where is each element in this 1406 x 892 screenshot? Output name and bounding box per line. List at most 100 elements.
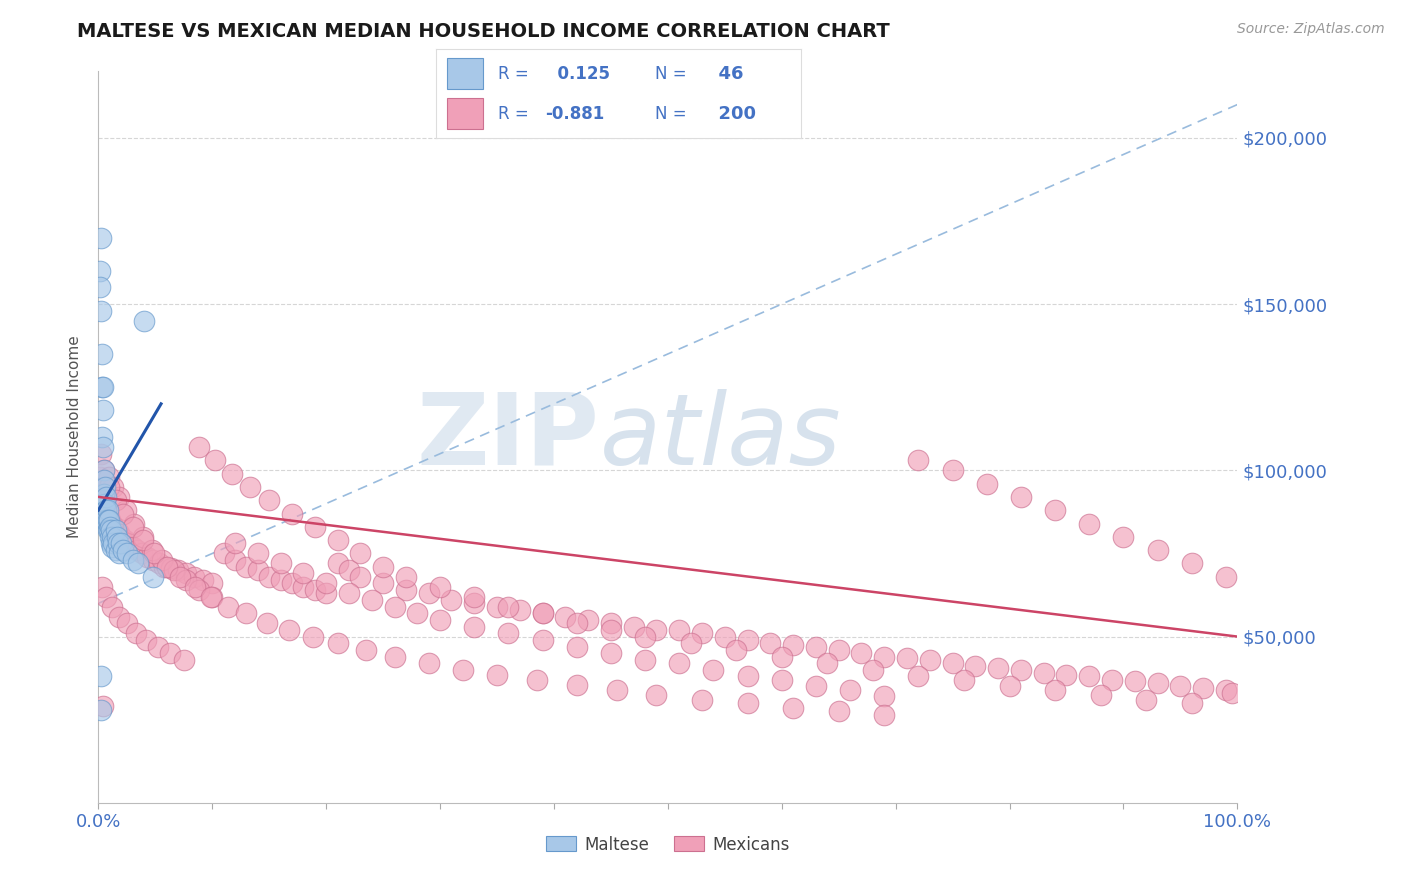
Bar [447,58,484,89]
Point [96,503,118,517]
Point [187,582,209,597]
Point [384,599,406,614]
Point [463,619,485,633]
Point [108,490,131,504]
Point [239,480,262,494]
Point [690,692,713,706]
Point [110,530,132,544]
Point [200,590,222,604]
Point [737,696,759,710]
Point [108,546,131,560]
Point [121,540,143,554]
Point [645,688,668,702]
Point [634,630,657,644]
Point [1010,663,1032,677]
Point [418,656,440,670]
Point [337,563,360,577]
Point [702,663,724,677]
Point [565,616,588,631]
Point [531,607,554,621]
Point [91,440,114,454]
Point [112,507,135,521]
Point [103,520,125,534]
Point [1215,682,1237,697]
Point [91,403,114,417]
Point [89,280,111,294]
Point [1181,557,1204,571]
Point [93,473,115,487]
Point [235,607,257,621]
Point [486,599,509,614]
Point [156,559,179,574]
Point [127,543,149,558]
Point [270,573,292,587]
Point [121,520,143,534]
Point [89,264,111,278]
Point [224,553,246,567]
Text: MALTESE VS MEXICAN MEDIAN HOUSEHOLD INCOME CORRELATION CHART: MALTESE VS MEXICAN MEDIAN HOUSEHOLD INCO… [77,22,890,41]
Point [526,673,548,687]
Point [907,453,929,467]
Point [531,607,554,621]
Point [101,540,124,554]
Point [337,586,360,600]
Text: 0.125: 0.125 [546,64,610,83]
Point [509,603,531,617]
Point [98,513,121,527]
Point [114,503,136,517]
Point [942,463,965,477]
Point [169,570,191,584]
Point [873,707,896,722]
Point [115,546,138,560]
Point [184,580,207,594]
Point [101,599,124,614]
Point [406,607,429,621]
Point [498,626,520,640]
Point [326,533,349,548]
Point [96,513,118,527]
Bar [447,98,484,129]
Point [600,623,623,637]
Point [101,530,124,544]
Point [1054,667,1078,681]
Point [90,230,112,244]
Point [117,536,139,550]
Point [115,616,138,631]
Point [1181,696,1204,710]
Text: 200: 200 [706,104,756,123]
Point [668,656,690,670]
Point [108,609,131,624]
Point [96,490,118,504]
Point [1078,669,1101,683]
Point [104,543,127,558]
Point [782,701,804,715]
Point [634,653,657,667]
Point [94,513,117,527]
Point [96,523,118,537]
Point [292,566,315,581]
Text: 46: 46 [706,64,744,83]
Point [96,590,118,604]
Point [141,543,163,558]
Point [125,626,148,640]
Point [162,563,184,577]
Point [737,632,759,647]
Point [770,673,793,687]
Point [256,616,278,631]
Point [623,619,645,633]
Point [1146,543,1168,558]
Point [349,570,371,584]
Text: N =: N = [655,64,686,83]
Point [108,526,131,541]
Point [1123,674,1146,689]
Point [987,661,1010,675]
Point [91,699,114,714]
Text: -0.881: -0.881 [546,104,605,123]
Point [277,623,299,637]
Point [96,513,118,527]
Point [107,536,129,550]
Point [998,680,1021,694]
Point [103,480,125,494]
Point [94,500,117,514]
Point [160,561,183,575]
